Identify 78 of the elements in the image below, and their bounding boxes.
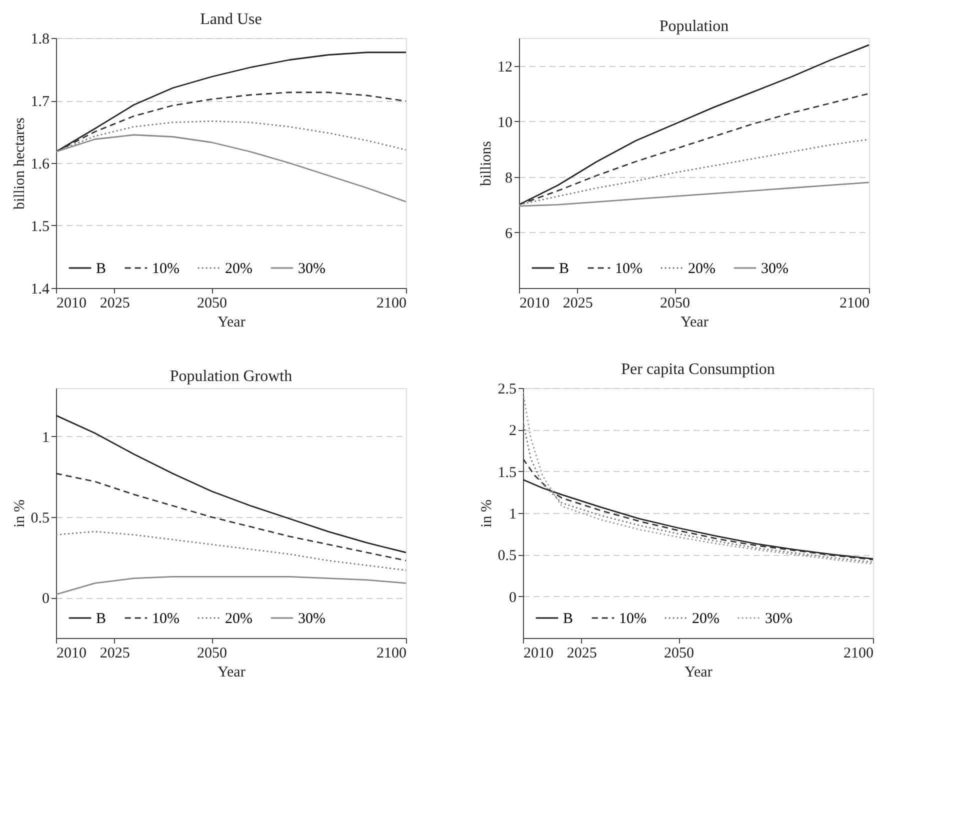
x-axis-title: Year <box>680 314 708 330</box>
line-series <box>523 458 873 560</box>
y-tick-label: 0.5 <box>498 548 516 564</box>
legend-label: B <box>559 261 570 277</box>
y-tick-label: 1.6 <box>30 156 50 172</box>
x-tick-label: 2050 <box>660 296 690 312</box>
line-series <box>56 134 406 202</box>
legend-label: B <box>96 611 106 627</box>
line-series <box>519 44 869 206</box>
y-tick-label: 6 <box>505 226 513 242</box>
x-tick-label: 2100 <box>840 296 870 312</box>
y-tick-label: 2.5 <box>498 382 516 398</box>
x-tick-label: 2025 <box>566 646 597 662</box>
y-axis-title: billion hectares <box>12 117 28 210</box>
line-series <box>56 530 406 571</box>
x-axis-title: Year <box>218 314 246 330</box>
legend-label: 30% <box>298 261 326 277</box>
x-axis-title: Year <box>684 664 712 680</box>
legend-label: 30% <box>765 611 792 627</box>
y-axis-title: in % <box>12 500 28 528</box>
y-tick-label: 2 <box>509 423 516 440</box>
y-tick-label: 10 <box>498 114 512 131</box>
legend-label: 20% <box>692 611 720 627</box>
legend-label: 30% <box>298 611 326 627</box>
legend-label: 10% <box>615 261 642 277</box>
line-series <box>56 120 406 152</box>
chart-title: Population Growth <box>170 368 292 385</box>
x-tick-label: 2050 <box>197 646 228 662</box>
chart-title: Land Use <box>200 11 262 28</box>
y-tick-label: 1.7 <box>30 94 50 110</box>
x-tick-label: 2050 <box>664 646 694 662</box>
line-series <box>56 576 406 596</box>
chart-title: Per capita Consumption <box>621 361 775 378</box>
y-axis-title: in % <box>478 500 495 528</box>
y-tick-label: 0.5 <box>30 510 50 527</box>
line-series <box>519 182 869 207</box>
line-series <box>56 92 406 152</box>
line-series <box>519 138 869 206</box>
line-series <box>523 391 873 565</box>
x-tick-label: 2025 <box>100 646 130 662</box>
line-series <box>523 420 873 563</box>
y-tick-label: 1.5 <box>498 464 516 481</box>
legend-label: 30% <box>761 261 788 277</box>
legend-label: 20% <box>225 611 252 627</box>
y-tick-label: 1.5 <box>30 219 50 235</box>
legend-label: 20% <box>225 261 252 277</box>
y-tick-label: 8 <box>505 170 512 186</box>
y-tick-label: 0 <box>509 590 516 606</box>
legend-label: 10% <box>152 261 180 277</box>
y-tick-label: 1.4 <box>30 282 50 298</box>
x-tick-label: 2050 <box>197 296 228 312</box>
line-series <box>56 472 406 562</box>
line-series <box>56 52 406 152</box>
legend-label: 10% <box>152 611 180 627</box>
x-tick-label: 2010 <box>56 296 86 312</box>
legend-label: B <box>563 611 574 627</box>
y-tick-label: 1 <box>42 430 50 446</box>
line-series <box>56 414 406 554</box>
y-tick-label: 0 <box>42 591 50 608</box>
x-tick-label: 2100 <box>844 646 874 662</box>
x-tick-label: 2010 <box>56 646 86 662</box>
legend-label: B <box>96 261 106 277</box>
y-tick-label: 12 <box>498 59 512 76</box>
x-tick-label: 2100 <box>376 296 406 312</box>
chart-title: Population <box>659 18 729 35</box>
x-tick-label: 2025 <box>562 296 593 312</box>
x-axis-title: Year <box>218 664 246 680</box>
x-tick-label: 2010 <box>524 646 554 662</box>
y-tick-label: 1 <box>509 506 516 522</box>
y-axis-title: billions <box>478 140 494 186</box>
legend-label: 20% <box>688 261 716 277</box>
legend-label: 10% <box>619 611 646 627</box>
line-series <box>519 92 869 206</box>
x-tick-label: 2025 <box>100 296 130 312</box>
x-tick-label: 2010 <box>520 296 550 312</box>
y-tick-label: 1.8 <box>30 32 50 48</box>
x-tick-label: 2100 <box>376 646 406 662</box>
line-series <box>523 478 873 560</box>
